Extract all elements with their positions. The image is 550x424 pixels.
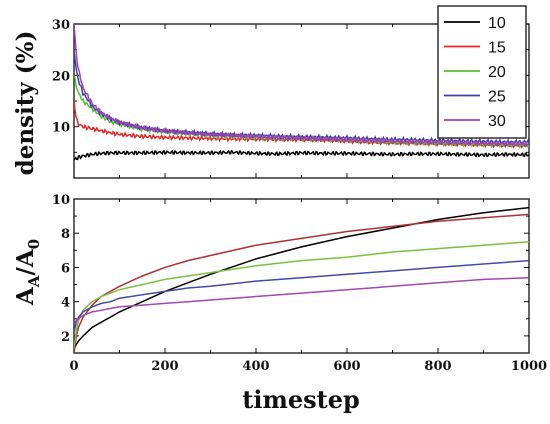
y-tick-label: 8 [61,227,70,242]
top-ylabel: density (%) [12,31,39,176]
bottom-xlabel: timestep [242,385,360,414]
y-tick-label: 10 [52,193,70,208]
series-line-20 [74,241,529,348]
x-tick-label: 800 [424,359,451,374]
y-tick-label: 30 [52,18,70,33]
series-line-15 [74,213,529,353]
legend-label-25: 25 [488,89,506,106]
bottom-ylabel-sub2: 0 [25,239,43,249]
bottom-ylabel-main: A [12,286,39,306]
legend-label-20: 20 [488,64,506,81]
y-tick-label: 4 [61,296,70,311]
x-tick-label: 400 [242,359,269,374]
panel-area-ratio: 2 4 6 8 10 0 200 400 600 800 1000 [52,193,547,374]
series-line-30 [74,24,529,148]
legend: 10 15 20 25 30 [437,5,527,139]
y-tick-label: 2 [61,330,70,345]
series-line-10 [74,206,529,350]
x-tick-label: 600 [333,359,360,374]
legend-label-15: 15 [488,40,506,57]
bottom-ylabel-mid: /A [12,248,39,275]
y-tick-label: 10 [52,121,70,136]
legend-box [437,5,527,139]
series-line-30 [74,276,529,325]
x-tick-label: 0 [69,359,78,374]
series-line-25 [74,259,529,333]
y-tick-label: 20 [52,69,70,84]
legend-label-30: 30 [488,113,506,130]
series-line-10 [74,149,529,161]
bottom-ylabel-sub1: A [25,275,43,288]
x-tick-label: 1000 [511,359,547,374]
panel-density: 10 20 30 10 15 20 25 30 [52,5,530,179]
bottom-ylabel: AA/A0 [12,239,43,306]
legend-label-10: 10 [488,15,506,32]
y-tick-label: 6 [61,261,70,276]
x-tick-label: 200 [151,359,178,374]
series-line-15 [74,100,529,149]
